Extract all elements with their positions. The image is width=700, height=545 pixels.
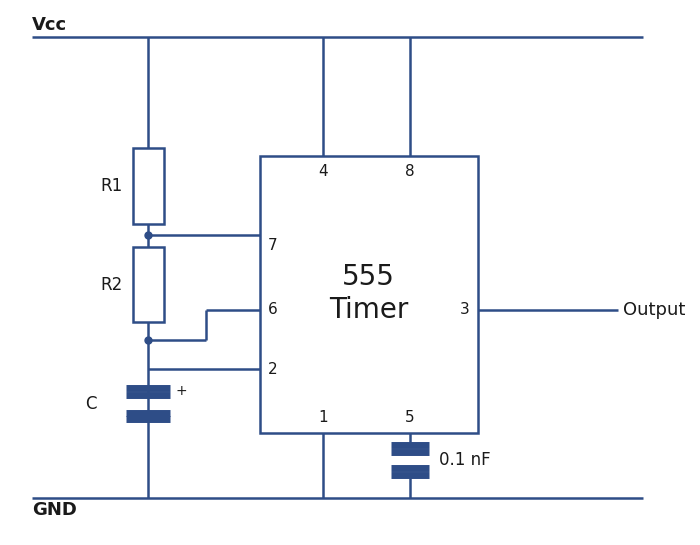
Text: Vcc: Vcc bbox=[32, 16, 67, 34]
Bar bbox=[133, 148, 164, 223]
Bar bbox=[133, 247, 164, 323]
Text: 2: 2 bbox=[267, 361, 277, 377]
Text: 555: 555 bbox=[342, 263, 396, 291]
Text: Output: Output bbox=[623, 301, 685, 319]
Text: 5: 5 bbox=[405, 410, 414, 426]
Text: 7: 7 bbox=[267, 238, 277, 253]
Text: GND: GND bbox=[32, 501, 77, 519]
Text: Timer: Timer bbox=[329, 295, 408, 324]
Bar bbox=[260, 156, 478, 433]
Text: +: + bbox=[175, 384, 187, 398]
Text: R1: R1 bbox=[101, 177, 123, 195]
Text: 3: 3 bbox=[461, 302, 470, 317]
Text: C: C bbox=[85, 395, 97, 413]
Text: 0.1 nF: 0.1 nF bbox=[439, 451, 491, 469]
Text: 8: 8 bbox=[405, 164, 414, 179]
Text: R2: R2 bbox=[101, 276, 123, 294]
Text: 6: 6 bbox=[267, 302, 277, 317]
Text: 4: 4 bbox=[318, 164, 328, 179]
Text: 1: 1 bbox=[318, 410, 328, 426]
